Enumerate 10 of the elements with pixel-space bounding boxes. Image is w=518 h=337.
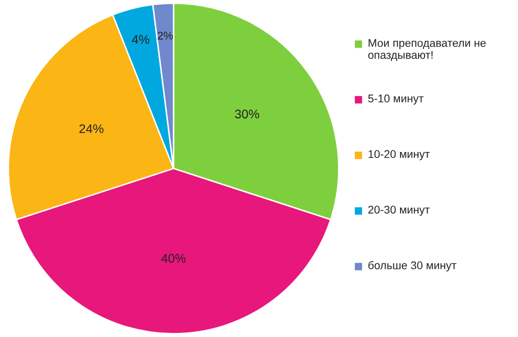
data-label: 2%: [158, 32, 173, 40]
legend-label: 5-10 минут: [368, 94, 424, 105]
data-label: 30%: [235, 110, 260, 118]
data-label: 24%: [79, 124, 104, 134]
legend-label: Мои преподаватели не опаздывают!: [368, 39, 486, 61]
legend-label: 20-30 минут: [368, 206, 430, 216]
legend-label: больше 30 минут: [368, 261, 456, 272]
legend-label: 10-20 минут: [368, 150, 430, 160]
data-label: 40%: [161, 254, 186, 263]
data-label: 4%: [132, 35, 150, 44]
